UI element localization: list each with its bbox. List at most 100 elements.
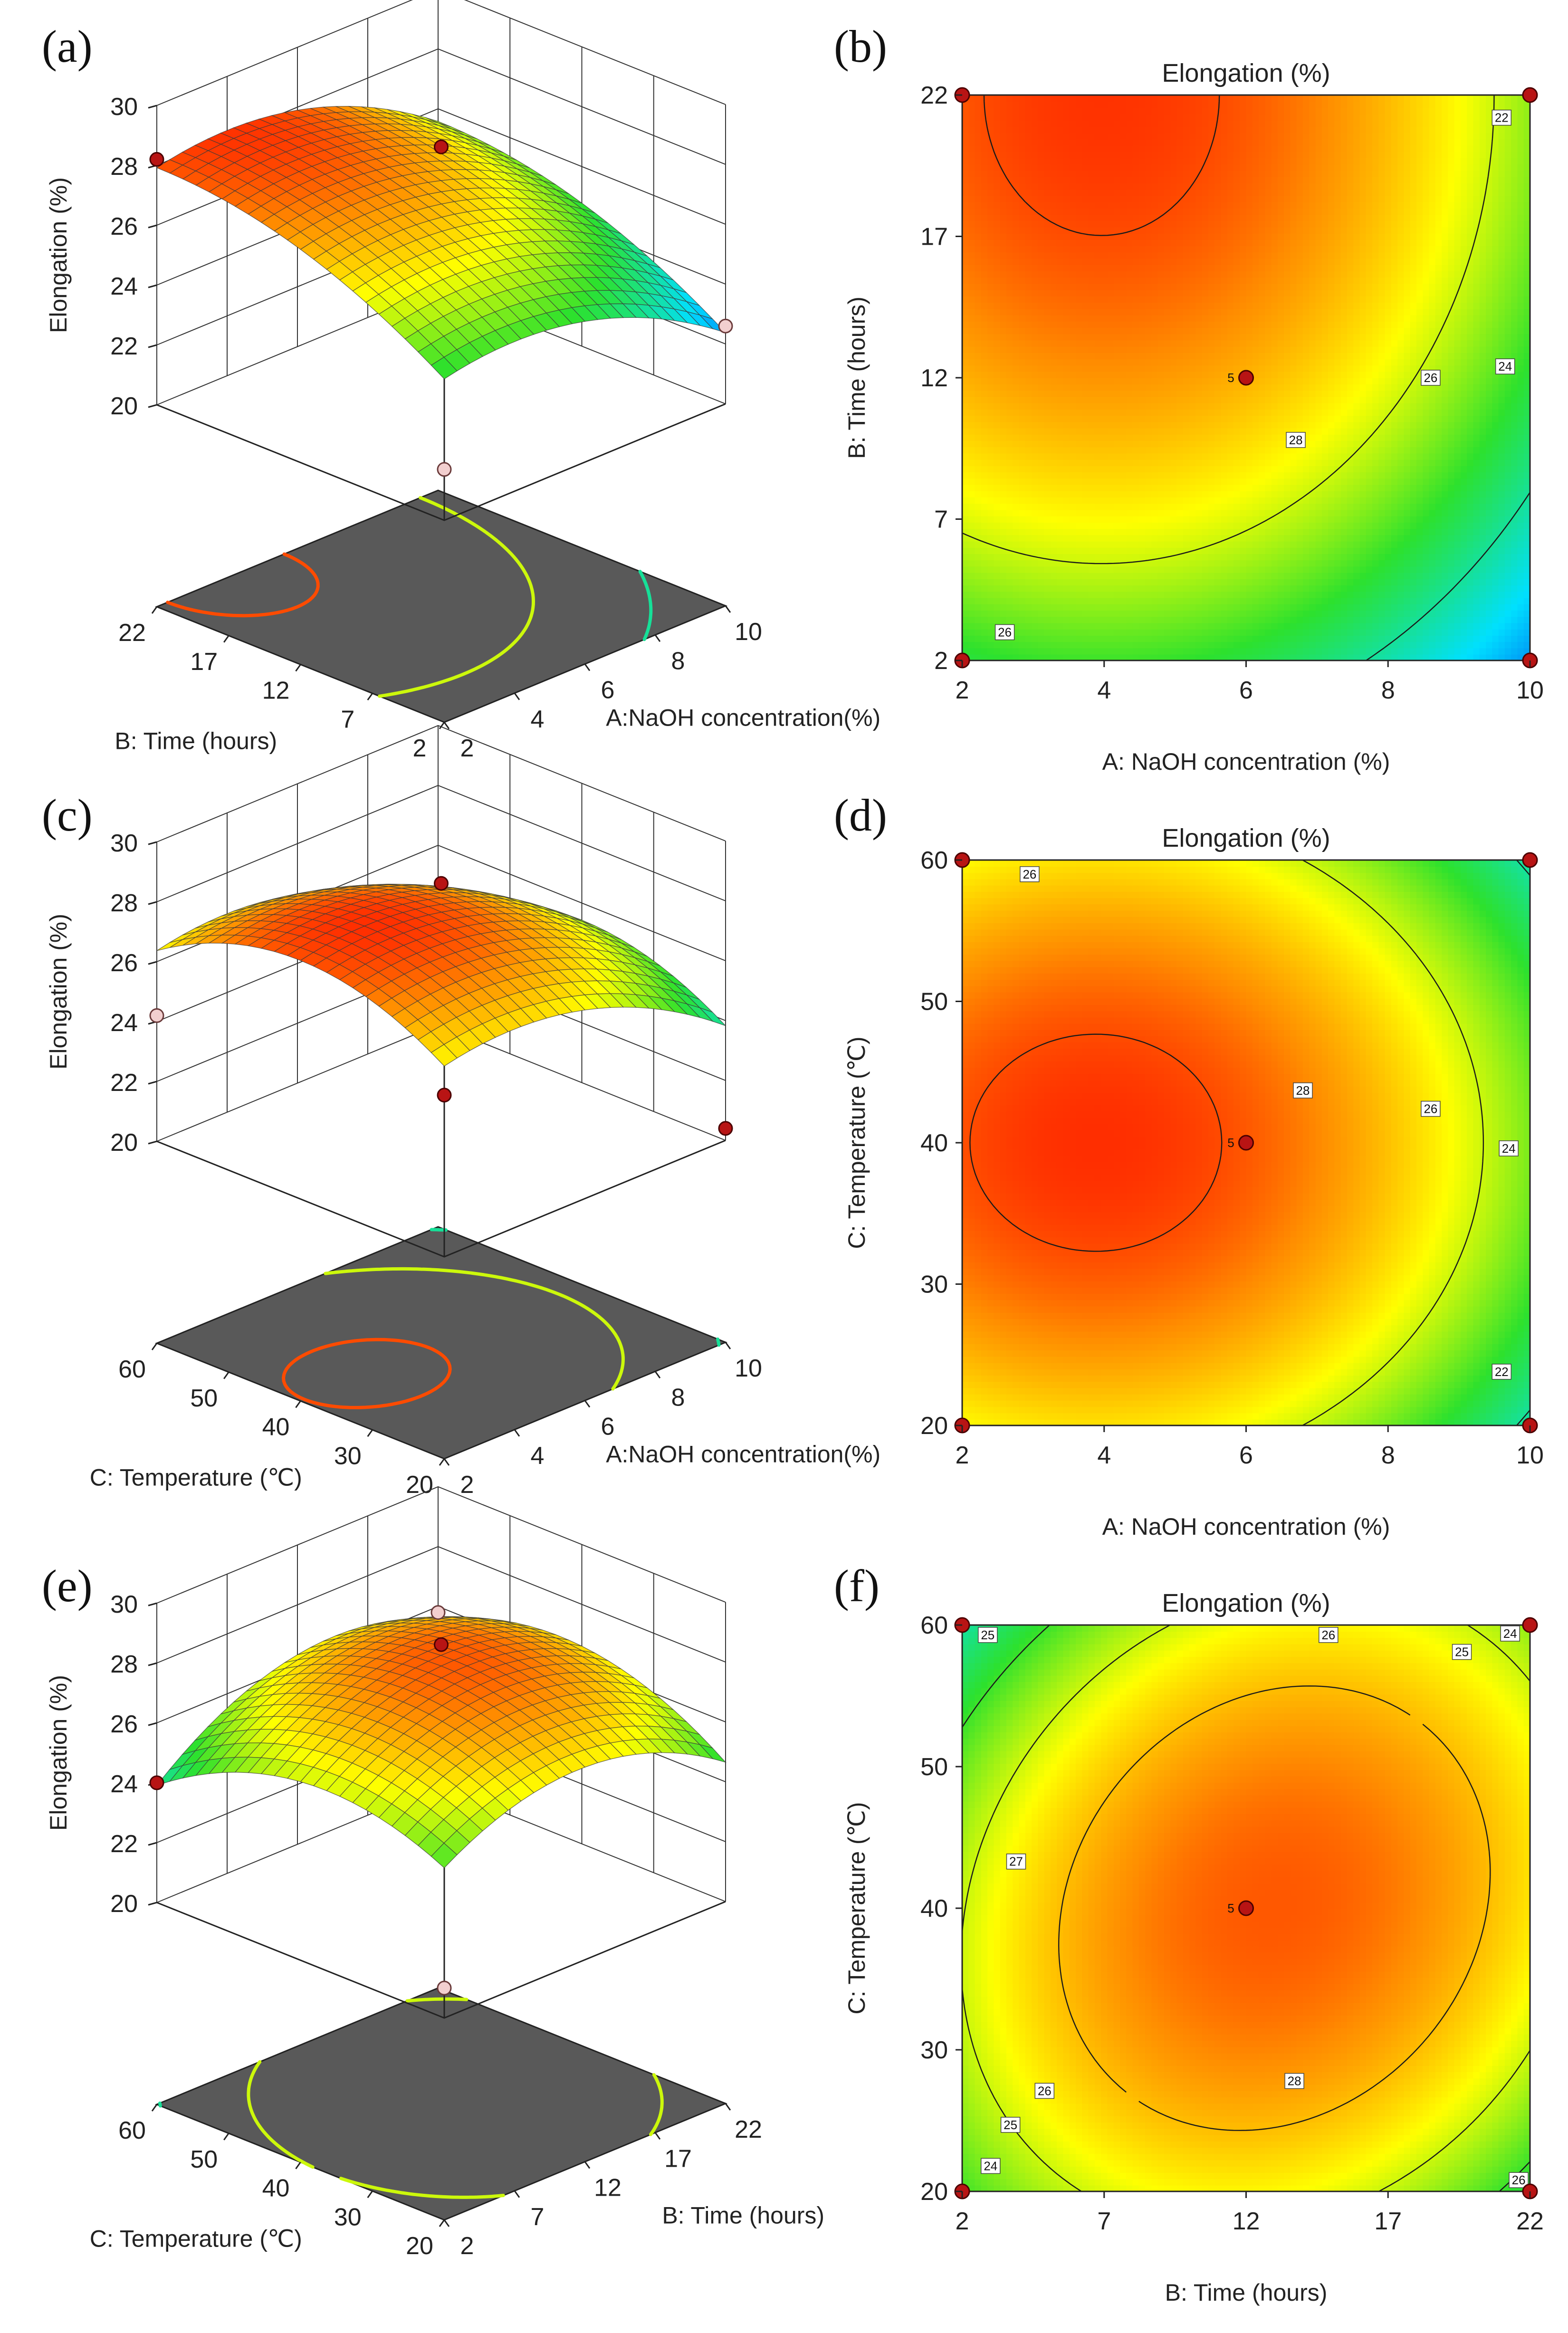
contour-cell — [1189, 359, 1196, 366]
contour-cell — [1038, 396, 1045, 403]
contour-cell — [1416, 535, 1424, 542]
contour-cell — [1183, 421, 1190, 429]
contour-cell — [1170, 353, 1177, 360]
contour-cell — [1366, 635, 1373, 642]
contour-cell — [1347, 440, 1354, 448]
contour-cell — [1454, 566, 1461, 573]
contour-cell — [1391, 541, 1398, 548]
contour-cell — [968, 434, 975, 441]
contour-cell — [1378, 453, 1386, 460]
contour-cell — [1183, 597, 1190, 604]
contour-cell — [1208, 560, 1215, 567]
contour-cell — [1057, 365, 1064, 372]
contour-cell — [1227, 378, 1234, 385]
contour-cell — [1214, 434, 1222, 441]
contour-cell — [1429, 440, 1436, 448]
contour-cell — [1208, 528, 1215, 535]
contour-cell — [1473, 648, 1480, 655]
contour-cell — [1138, 447, 1146, 454]
contour-cell — [1366, 622, 1373, 630]
contour-cell — [1202, 585, 1209, 592]
contour-cell — [1000, 440, 1007, 448]
contour-cell — [994, 516, 1001, 523]
contour-cell — [1328, 604, 1335, 611]
contour-cell — [1353, 579, 1360, 586]
contour-cell — [1397, 497, 1405, 504]
contour-cell — [1504, 478, 1511, 485]
contour-cell — [1107, 409, 1114, 416]
contour-cell — [987, 654, 994, 660]
contour-cell — [1385, 522, 1392, 529]
contour-cell — [1063, 459, 1070, 466]
contour-cell — [1082, 353, 1089, 360]
contour-cell — [1397, 509, 1405, 516]
contour-cell — [1385, 371, 1392, 378]
contour-cell — [1321, 421, 1329, 429]
contour-cell — [994, 402, 1001, 410]
contour-cell — [1277, 353, 1284, 360]
contour-cell — [1208, 378, 1215, 385]
contour-cell — [987, 616, 994, 623]
contour-cell — [1113, 359, 1120, 366]
contour-cell — [1435, 472, 1442, 479]
contour-cell — [1284, 396, 1291, 403]
contour-cell — [1504, 622, 1511, 630]
contour-cell — [1290, 491, 1297, 498]
contour-cell — [1442, 409, 1449, 416]
contour-cell — [1259, 591, 1266, 598]
contour-cell — [1259, 434, 1266, 441]
contour-cell — [1347, 654, 1354, 660]
contour-cell — [1290, 478, 1297, 485]
contour-cell — [1145, 409, 1152, 416]
contour-cell — [1265, 622, 1272, 630]
contour-cell — [1410, 472, 1417, 479]
contour-cell — [1517, 585, 1524, 592]
contour-cell — [1378, 359, 1386, 366]
contour-cell — [1397, 447, 1405, 454]
contour-cell — [1404, 641, 1411, 649]
contour-cell — [1271, 597, 1278, 604]
contour-cell — [1101, 396, 1108, 403]
contour-cell — [1189, 453, 1196, 460]
contour-cell — [1195, 390, 1203, 397]
contour-cell — [1416, 654, 1424, 660]
contour-cell — [1025, 622, 1032, 630]
contour-cell — [1296, 654, 1303, 660]
contour-cell — [968, 591, 975, 598]
contour-cell — [1391, 547, 1398, 555]
contour-cell — [968, 453, 975, 460]
contour-cell — [1076, 528, 1083, 535]
contour-cell — [1397, 384, 1405, 391]
contour-cell — [1277, 447, 1284, 454]
contour-cell — [1448, 478, 1455, 485]
contour-cell — [1435, 547, 1442, 555]
contour-cell — [1252, 365, 1259, 372]
contour-cell — [1214, 491, 1222, 498]
contour-cell — [1277, 554, 1284, 561]
contour-cell — [1492, 547, 1499, 555]
contour-cell — [994, 579, 1001, 586]
contour-cell — [1334, 484, 1341, 491]
contour-cell — [1448, 497, 1455, 504]
contour-cell — [1170, 516, 1177, 523]
contour-cell — [1214, 459, 1222, 466]
contour-cell — [1246, 654, 1253, 660]
contour-cell — [1429, 466, 1436, 473]
contour-cell — [1252, 466, 1259, 473]
contour-cell — [1467, 472, 1474, 479]
contour-cell — [1340, 622, 1348, 630]
contour-cell — [1088, 440, 1095, 448]
contour-cell — [1246, 591, 1253, 598]
contour-cell — [1385, 440, 1392, 448]
contour-cell — [1170, 390, 1177, 397]
contour-cell — [1442, 622, 1449, 630]
contour-cell — [1208, 516, 1215, 523]
contour-cell — [1107, 466, 1114, 473]
contour-cell — [1416, 509, 1424, 516]
contour-cell — [1032, 572, 1039, 579]
contour-cell — [1404, 459, 1411, 466]
contour-cell — [1265, 554, 1272, 561]
contour-cell — [1511, 509, 1518, 516]
contour-cell — [1454, 591, 1461, 598]
contour-cell — [1473, 566, 1480, 573]
